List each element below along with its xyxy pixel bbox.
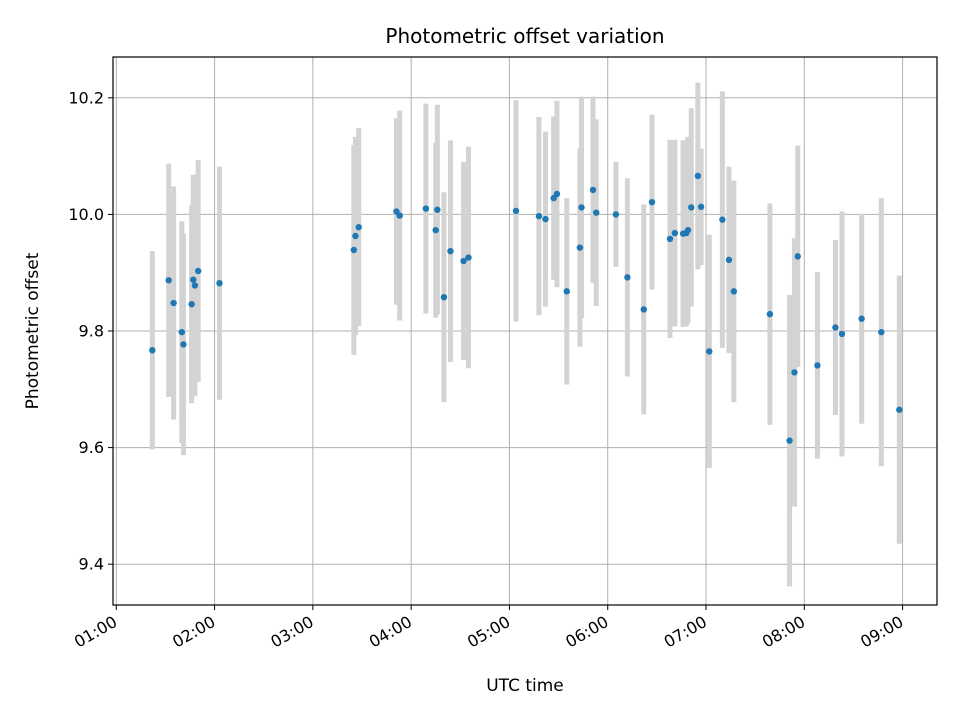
data-point — [786, 437, 793, 444]
data-point — [697, 203, 705, 211]
data-point — [593, 209, 600, 216]
data-point — [640, 306, 647, 313]
x-tick-label: 01:00 — [71, 612, 120, 652]
data-point — [465, 254, 472, 261]
data-point — [355, 224, 362, 231]
data-point — [688, 204, 695, 211]
y-tick-label: 9.4 — [79, 555, 104, 574]
data-point — [440, 293, 448, 301]
y-axis-title: Photometric offset — [23, 252, 43, 409]
data-point — [434, 206, 441, 213]
data-point — [671, 229, 679, 237]
y-axis-ticks: 9.4 9.6 9.8 10.0 10.2 — [68, 88, 113, 574]
data-point — [170, 299, 177, 307]
data-point — [180, 341, 187, 348]
chart-title: Photometric offset variation — [385, 24, 664, 48]
y-tick-label: 10.0 — [68, 205, 104, 224]
data-point — [190, 276, 197, 283]
data-point — [194, 267, 202, 275]
grid-lines — [113, 57, 937, 605]
x-tick-label: 02:00 — [169, 612, 218, 652]
data-point — [838, 330, 846, 338]
data-point — [542, 215, 549, 223]
data-point — [858, 315, 865, 322]
data-point — [791, 369, 798, 376]
data-point — [694, 172, 702, 180]
data-point — [432, 226, 439, 234]
y-tick-label: 10.2 — [68, 88, 104, 107]
data-point — [612, 211, 620, 218]
x-tick-label: 05:00 — [464, 612, 513, 652]
data-point — [191, 282, 199, 289]
x-tick-label: 07:00 — [661, 612, 710, 652]
x-axis-ticks: 01:00 02:00 03:00 04:00 05:00 06:00 07:00 08:00… — [71, 605, 907, 652]
data-point — [422, 205, 430, 212]
data-point — [725, 256, 733, 264]
data-point — [165, 277, 172, 284]
data-points — [149, 172, 903, 444]
data-point — [589, 186, 597, 194]
data-point — [563, 288, 570, 295]
data-point — [666, 235, 674, 243]
x-tick-label: 03:00 — [267, 612, 316, 652]
data-point — [814, 362, 821, 369]
data-point — [684, 226, 692, 234]
data-point — [188, 300, 195, 308]
data-point — [350, 246, 358, 254]
data-point — [624, 274, 631, 281]
data-point — [535, 212, 543, 220]
data-point — [896, 406, 903, 413]
data-point — [706, 348, 713, 355]
data-point — [576, 244, 584, 251]
y-tick-label: 9.6 — [79, 438, 104, 457]
x-axis-title: UTC time — [486, 676, 564, 696]
error-bars — [149, 82, 902, 587]
data-point — [149, 347, 156, 354]
data-point — [878, 328, 885, 336]
x-tick-label: 06:00 — [562, 612, 611, 652]
data-point — [352, 232, 359, 240]
x-tick-label: 04:00 — [366, 612, 415, 652]
x-tick-label: 08:00 — [759, 612, 808, 652]
data-point — [832, 324, 839, 331]
data-point — [396, 212, 403, 219]
data-point — [766, 310, 774, 318]
data-point — [216, 279, 223, 287]
data-point — [794, 253, 801, 260]
data-point — [648, 198, 656, 206]
data-point — [719, 216, 726, 223]
data-point — [553, 190, 561, 198]
data-point — [512, 207, 520, 215]
data-point — [178, 328, 186, 336]
data-point — [730, 288, 738, 295]
x-tick-label: 09:00 — [857, 612, 906, 652]
y-tick-label: 9.8 — [79, 322, 104, 341]
data-point — [460, 257, 467, 265]
data-point — [447, 247, 454, 255]
data-point — [578, 204, 585, 211]
